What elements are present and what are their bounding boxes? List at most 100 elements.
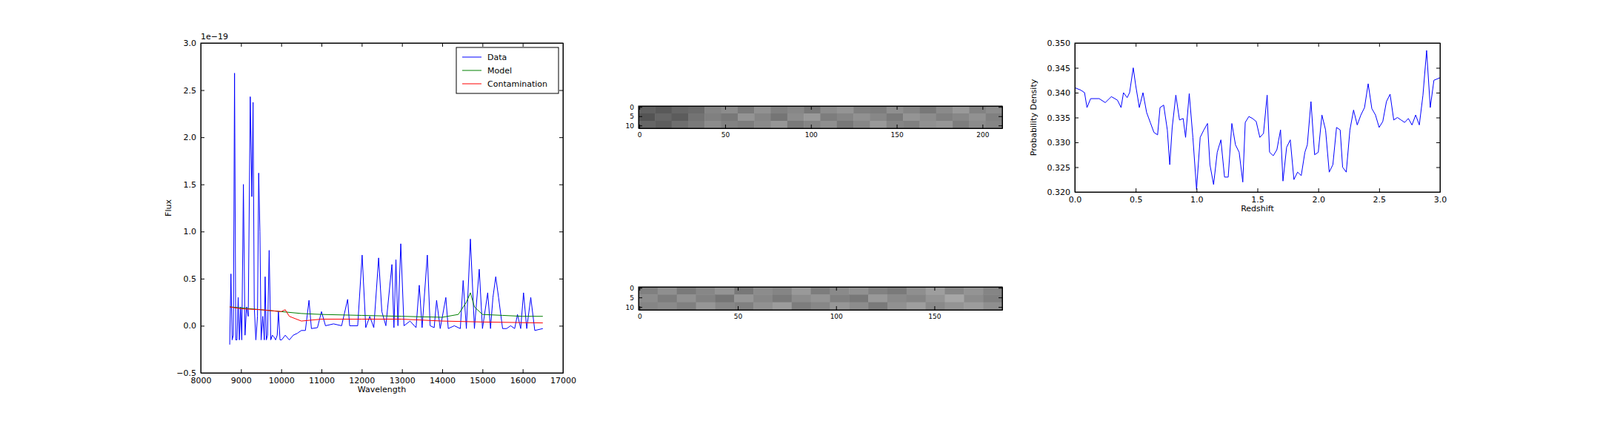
tick-label: 12000 (348, 375, 375, 386)
cell (791, 302, 812, 310)
tick-mark (639, 105, 640, 110)
tick-label: −0.5 (176, 368, 197, 378)
cell (968, 120, 986, 129)
tick: 150 (890, 124, 903, 139)
tick: 0.320 (1047, 187, 1080, 198)
cell (963, 294, 983, 303)
x-axis-title: Redshift (1240, 203, 1275, 214)
cell (886, 105, 904, 115)
tick-mark (281, 42, 283, 47)
tick: −0.5 (176, 368, 205, 378)
axis-top (639, 286, 1003, 291)
axis-line (562, 43, 564, 374)
cell (848, 286, 869, 295)
tick-mark (639, 124, 640, 129)
cell (982, 294, 1003, 303)
tick-mark (811, 124, 812, 129)
tick-mark (1074, 142, 1079, 143)
tick-mark (281, 368, 283, 373)
tick-mark (1074, 92, 1079, 94)
cell (638, 113, 656, 122)
tick-mark (1436, 92, 1440, 94)
tick-mark (559, 184, 563, 186)
tick: 50 (734, 305, 743, 320)
cell (936, 105, 954, 115)
tick-mark (638, 297, 643, 298)
tick: 10 (625, 122, 643, 130)
tick (998, 106, 1003, 108)
cell (853, 120, 871, 129)
cell (677, 286, 697, 295)
tick (1436, 142, 1440, 143)
tick: 2.0 (183, 132, 206, 143)
tick-mark (1436, 167, 1440, 169)
cell (919, 120, 937, 129)
tick (1436, 92, 1440, 94)
cell (737, 113, 755, 122)
tick-label: 0.340 (1047, 88, 1072, 98)
cell (869, 105, 887, 115)
tick (200, 42, 202, 47)
cell (848, 302, 869, 310)
cell (771, 120, 789, 129)
tick: 2.0 (1311, 188, 1326, 205)
tick-mark (1135, 188, 1137, 192)
tick-mark (1074, 117, 1079, 119)
tick-label: 0 (629, 284, 635, 292)
cell (919, 113, 937, 122)
cell (737, 120, 755, 129)
cell (721, 120, 739, 129)
tick-mark (402, 368, 403, 373)
cell (985, 105, 1003, 115)
tick: 50 (721, 124, 731, 139)
tick: 2.5 (183, 85, 206, 96)
tick: 0 (637, 124, 643, 139)
cell (925, 294, 946, 303)
cell (803, 113, 821, 122)
cell (657, 302, 678, 310)
tick: 1.0 (1190, 188, 1204, 205)
cell (868, 302, 888, 310)
tick-mark (998, 116, 1003, 118)
legend-swatch (462, 70, 482, 72)
line-chart: 8000900010000110001200013000140001500016… (163, 31, 577, 395)
cell (829, 286, 849, 295)
axis-line (639, 309, 1003, 311)
tick (998, 125, 1003, 126)
tick-mark (559, 325, 563, 326)
cell (952, 113, 970, 122)
cell (734, 302, 754, 310)
cell (919, 105, 937, 115)
cell (985, 113, 1003, 122)
tick-label: 5 (629, 294, 635, 302)
image-panel: 0501001500510 (625, 284, 1003, 321)
tick: 5 (629, 112, 643, 120)
tick-mark (982, 105, 983, 110)
tick-mark (897, 124, 898, 129)
cell (671, 105, 689, 115)
tick-label: 10 (625, 303, 635, 312)
tick (1257, 42, 1259, 47)
cell (677, 302, 697, 310)
cell (688, 120, 706, 129)
tick-mark (482, 368, 483, 373)
tick-label: 0.350 (1047, 38, 1072, 49)
tick-label: 0.5 (1129, 194, 1143, 205)
tick-mark (200, 137, 205, 138)
tick-mark (1257, 188, 1259, 192)
tick-mark (1318, 188, 1320, 192)
tick (559, 42, 563, 44)
cell (887, 302, 907, 310)
tick-mark (1436, 117, 1440, 119)
tick-mark (240, 42, 242, 47)
cell (696, 294, 716, 303)
tick: 0.345 (1047, 63, 1080, 74)
tick: 1.5 (1251, 188, 1265, 205)
tick (442, 42, 443, 47)
tick-mark (725, 105, 726, 110)
cell (654, 120, 672, 129)
axis-line (201, 42, 564, 44)
tick (982, 105, 983, 110)
tick (361, 42, 363, 47)
cell (688, 113, 706, 122)
